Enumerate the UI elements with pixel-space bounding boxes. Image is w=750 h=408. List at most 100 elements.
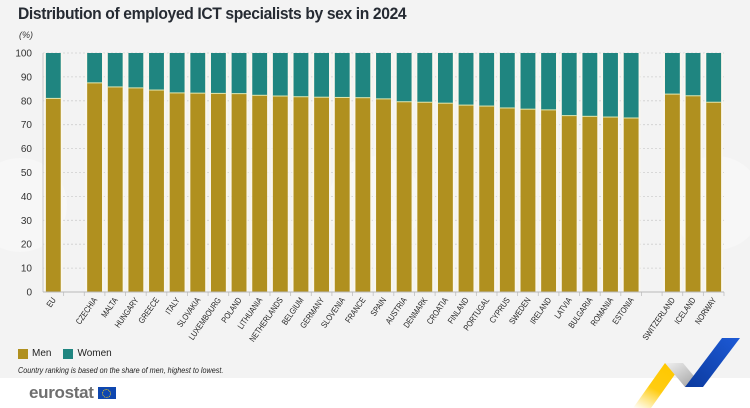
bar-women-eu [45,53,61,99]
bar-women-cyprus [499,53,515,108]
bar-women-lithuania [252,53,268,96]
bar-men-belgium [293,96,309,292]
bar-men-czechia [87,82,103,292]
bar-women-slovakia [190,53,206,94]
y-tick-label: 80 [21,96,33,107]
bar-men-greece [149,90,164,292]
bar-men-denmark [417,102,433,292]
bar-women-belgium [293,53,309,97]
legend-item-men: Men [18,348,51,359]
bar-women-bulgaria [582,53,598,117]
bar-women-netherlands [272,53,288,97]
bar-women-czechia [87,53,103,83]
bar-men-norway [706,102,722,292]
y-tick-label: 70 [21,120,33,131]
bar-men-cyprus [499,107,515,292]
legend-item-women: Women [63,348,112,359]
x-label-ireland: IRELAND [528,295,554,326]
bar-men-romania [603,117,618,292]
y-tick-label: 100 [15,49,32,60]
bar-women-romania [603,53,618,118]
legend-swatch-women [63,348,74,359]
bar-women-ireland [541,53,557,110]
bar-men-spain [376,98,391,292]
bar-men-croatia [437,103,453,292]
x-label-czechia: CZECHIA [74,295,100,326]
bar-women-iceland [685,53,701,96]
x-label-norway: NORWAY [693,295,719,326]
bar-men-luxembourg [210,93,226,293]
y-axis-ticks: 0 10 20 30 40 50 60 70 80 90 100 [15,49,32,299]
legend-swatch-men [18,348,28,359]
y-tick-label: 0 [26,288,32,299]
bar-men-italy [169,92,185,293]
footnote: Country ranking is based on the share of… [18,366,224,375]
bar-men-portugal [479,106,495,292]
bar-women-croatia [437,53,453,104]
bar-women-estonia [623,53,639,119]
y-tick-label: 90 [21,72,33,83]
bar-women-finland [458,53,474,106]
bar-men-latvia [561,115,577,292]
bar-men-slovakia [190,93,206,292]
bar-women-france [355,53,371,98]
bar-women-slovenia [334,53,350,98]
x-label-spain: SPAIN [369,296,389,318]
bar-men-germany [314,97,330,292]
brand-name: eurostat [29,383,94,402]
bar-men-slovenia [334,97,350,292]
eurostat-logo: eurostat [29,383,116,403]
bar-women-switzerland [664,53,680,95]
bar-men-poland [231,93,247,292]
bar-women-italy [169,53,185,93]
bar-men-estonia [623,118,639,293]
bar-men-switzerland [664,94,680,292]
bar-women-germany [314,53,330,98]
bar-women-latvia [561,53,577,116]
x-label-italy: ITALY [163,295,182,316]
bar-men-france [355,97,371,293]
bar-men-hungary [128,87,144,292]
bar-men-bulgaria [582,116,598,293]
bar-women-luxembourg [210,53,226,94]
eu-flag-icon [97,387,116,399]
y-tick-label: 50 [21,168,33,179]
chart-title: Distribution of employed ICT specialists… [18,4,407,23]
y-tick-label: 10 [21,264,33,275]
bar-men-netherlands [272,96,288,293]
x-label-greece: GREECE [136,296,161,326]
bar-women-spain [376,53,391,99]
bar-women-poland [231,53,247,94]
bar-men-iceland [685,95,701,292]
bar-men-lithuania [252,95,268,292]
bar-men-ireland [541,109,557,292]
legend-label-men: Men [32,348,52,359]
bar-women-portugal [479,53,495,107]
y-tick-label: 60 [21,144,33,155]
y-tick-label: 20 [21,240,33,251]
x-label-estonia: ESTONIA [610,295,636,326]
bar-women-sweden [520,53,536,110]
y-tick-label: 30 [21,216,33,227]
footer-band [0,378,750,408]
x-label-eu: EU [44,295,58,309]
legend-label-women: Women [77,348,112,359]
legend: Men Women [18,348,118,359]
bar-women-denmark [417,53,433,103]
bar-women-norway [706,53,722,103]
x-label-france: FRANCE [343,296,367,325]
bar-men-finland [458,105,474,293]
x-label-malta: MALTA [99,295,120,319]
y-axis-unit-label: (%) [19,30,33,40]
bar-women-greece [149,53,164,91]
bar-men-sweden [520,109,536,292]
ribbon-decoration-icon [633,338,740,408]
bar-women-austria [396,53,412,102]
bar-men-austria [396,101,412,292]
bar-women-malta [107,53,123,87]
bar-men-eu [45,98,61,292]
bars [44,53,723,293]
y-tick-label: 40 [21,192,33,203]
